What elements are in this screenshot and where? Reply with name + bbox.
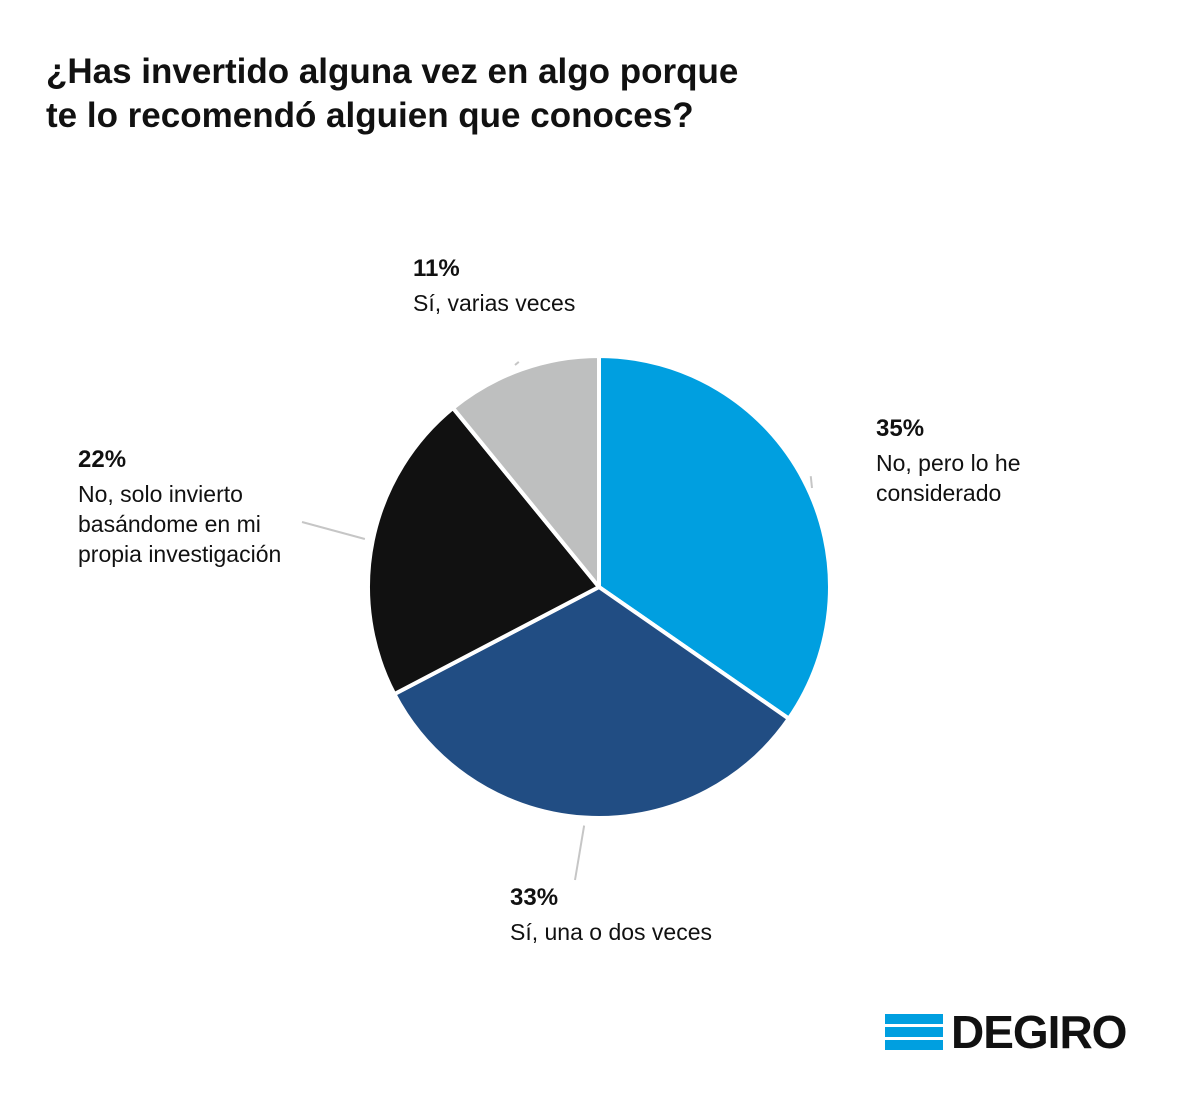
pie-slice-3 [366, 406, 601, 697]
leader-line-2 [574, 825, 586, 881]
leader-line-3 [301, 521, 366, 540]
slice-category-label-3-line-3: propia investigación [78, 541, 281, 567]
slice-percent-label-3: 22% [78, 446, 126, 473]
slice-category-label-3-line-1: No, solo invierto [78, 481, 243, 507]
logo-stripe-middle [885, 1027, 943, 1037]
pie-slice-1 [597, 354, 832, 721]
logo-text: DEGIRO [951, 1006, 1127, 1058]
slice-labels: 35% No, pero lo he considerado 33% Sí, una o… [78, 255, 1020, 945]
degiro-logo: DEGIRO [885, 1006, 1127, 1058]
degiro-stripes-icon [885, 1014, 943, 1050]
chart-title-line-2: te lo recomendó alguien que conoces? [46, 96, 694, 135]
pie-slices [366, 354, 832, 820]
pie-slice-4 [450, 354, 601, 589]
slice-category-label-1-line-2: considerado [876, 480, 1001, 506]
leader-line-4 [514, 361, 520, 366]
chart-title: ¿Has invertido alguna vez en algo porque… [46, 50, 806, 138]
logo-stripe-top [885, 1014, 943, 1024]
slice-percent-label-2: 33% [510, 884, 558, 911]
leader-lines [301, 361, 813, 881]
slice-percent-label-1: 35% [876, 415, 924, 442]
slice-category-label-2-line-1: Sí, una o dos veces [510, 919, 712, 945]
logo-stripe-bottom [885, 1040, 943, 1050]
slice-category-label-4-line-1: Sí, varias veces [413, 290, 575, 316]
slice-category-label-1-line-1: No, pero lo he [876, 450, 1020, 476]
chart-title-line-1: ¿Has invertido alguna vez en algo porque [46, 52, 739, 91]
slice-category-label-3-line-2: basándome en mi [78, 511, 261, 537]
slice-percent-label-4: 11% [413, 255, 460, 282]
leader-line-1 [809, 476, 813, 489]
